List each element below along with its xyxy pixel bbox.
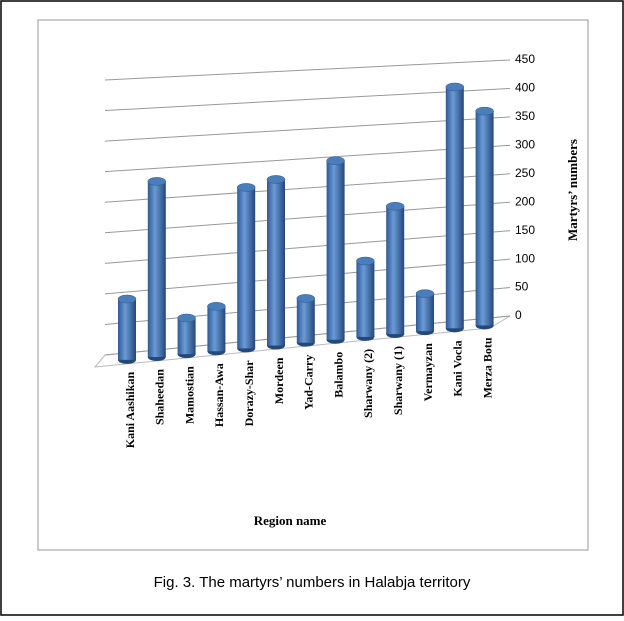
bar-top [385, 202, 405, 211]
y-tick-label: 350 [515, 109, 535, 123]
x-tick-label: Sharwany (1) [391, 346, 405, 415]
bar [386, 206, 405, 335]
grid-line [104, 87, 511, 112]
bar [445, 86, 464, 329]
bar-top [326, 156, 345, 165]
bar [356, 261, 375, 337]
x-tick-label: Merza Botu [480, 337, 494, 398]
x-tick-label: Yad-Carry [302, 355, 316, 410]
y-tick-label: 250 [515, 166, 535, 180]
plot-frame [37, 19, 589, 551]
y-tick-label: 450 [515, 52, 535, 66]
bar [416, 293, 434, 332]
grid-line [104, 230, 511, 264]
x-tick-label: Mamostian [182, 366, 196, 424]
bar [118, 298, 136, 360]
grid-line [104, 144, 511, 173]
y-tick-label: 200 [515, 194, 535, 208]
x-tick-label: Kani Aashikan [123, 372, 137, 449]
y-tick-label: 50 [515, 280, 529, 294]
bar-top [475, 106, 494, 116]
bar [177, 317, 196, 355]
bar-top [177, 313, 196, 323]
bar-top [266, 175, 286, 184]
bar-top [207, 302, 226, 311]
bar-top [117, 294, 137, 304]
bar-top [445, 82, 465, 92]
grid-line [104, 201, 511, 234]
y-tick-label: 0 [515, 308, 522, 322]
x-tick-label: Hassan-Awa [212, 363, 226, 427]
bar [326, 160, 345, 340]
bar [207, 306, 226, 352]
grid-line [104, 173, 511, 203]
x-tick-label: Shaheedan [153, 369, 167, 425]
bar [267, 179, 285, 346]
caption: Fig. 3. The martyrs’ numbers in Halabja … [154, 574, 471, 591]
bar [475, 111, 494, 326]
bar [147, 181, 166, 358]
x-tick-label: Mordeen [272, 357, 286, 404]
y-tick-label: 100 [515, 251, 535, 265]
bar [237, 187, 256, 349]
x-tick-label: Sharwany (2) [361, 349, 375, 418]
bar-top [296, 294, 316, 303]
x-tick-label: Vermayzan [421, 343, 435, 402]
y-axis-title: Martyrs’ numbers [565, 139, 580, 241]
x-tick-label: Balambo [331, 352, 345, 398]
grid-line [104, 258, 511, 295]
grid-line [104, 59, 511, 81]
bar-top [236, 183, 256, 192]
bar [296, 298, 315, 343]
x-tick-label: Dorazy-Shar [242, 360, 256, 427]
x-axis-title: Region name [254, 513, 327, 528]
x-tick-label: Kani Vocla [451, 340, 465, 396]
bar-top [147, 177, 167, 186]
bar-top [415, 289, 435, 298]
y-tick-label: 400 [515, 81, 535, 95]
bar-top [356, 256, 375, 266]
y-tick-label: 150 [515, 223, 535, 237]
grid-line [104, 116, 511, 142]
y-tick-label: 300 [515, 138, 535, 152]
